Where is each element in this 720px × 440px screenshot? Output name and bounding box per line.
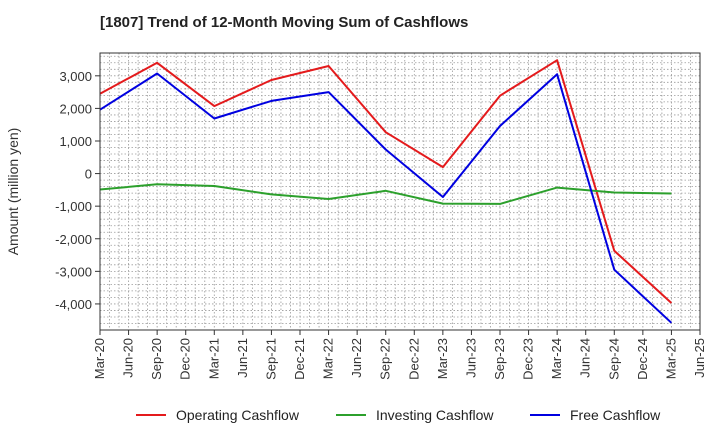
legend-item: Free Cashflow — [530, 404, 660, 426]
x-tick-label: Sep-22 — [378, 338, 393, 380]
series-line-investing-cashflow — [99, 183, 672, 205]
chart-title: [1807] Trend of 12-Month Moving Sum of C… — [100, 14, 469, 31]
x-tick-label: Sep-24 — [606, 338, 621, 380]
x-tick-label: Dec-22 — [406, 338, 421, 380]
x-tick-label: Mar-24 — [549, 338, 564, 379]
x-tick-label: Mar-25 — [663, 338, 678, 379]
legend-swatch — [530, 414, 560, 416]
legend-label: Investing Cashflow — [376, 407, 494, 423]
x-tick-label: Sep-21 — [263, 338, 278, 380]
y-axis-label: Amount (million yen) — [5, 128, 21, 256]
legend-label: Free Cashflow — [570, 407, 661, 423]
legend-item: Investing Cashflow — [336, 404, 494, 426]
legend-swatch — [136, 414, 166, 416]
x-tick-label: Mar-23 — [435, 338, 450, 379]
x-tick-label: Mar-21 — [206, 338, 221, 379]
x-tick-label: Sep-23 — [492, 338, 507, 380]
y-tick-label: -1,000 — [55, 199, 92, 214]
x-tick-label: Jun-25 — [692, 338, 707, 378]
y-tick-label: -4,000 — [55, 297, 92, 312]
x-tick-label: Sep-20 — [149, 338, 164, 380]
y-tick-label: 1,000 — [59, 134, 92, 149]
y-tick-label: -2,000 — [55, 232, 92, 247]
y-tick-label: 0 — [85, 167, 92, 182]
x-tick-label: Jun-22 — [349, 338, 364, 378]
x-axis-ticks: Mar-20 Jun-20 Sep-20 Dec-20 Mar-21 Jun-21 Sep-… — [92, 330, 707, 380]
legend: Operating Cashflow Investing Cashflow Free… — [0, 404, 720, 426]
y-tick-label: 3,000 — [59, 69, 92, 84]
x-tick-label: Dec-23 — [521, 338, 536, 380]
x-tick-label: Jun-24 — [578, 338, 593, 378]
x-tick-label: Jun-21 — [235, 338, 250, 378]
plot-frame — [99, 52, 701, 331]
x-tick-label: Dec-24 — [635, 338, 650, 380]
legend-item: Operating Cashflow — [136, 404, 299, 426]
y-tick-label: 2,000 — [59, 101, 92, 116]
x-tick-label: Dec-21 — [292, 338, 307, 380]
series-line-operating-cashflow — [99, 59, 673, 304]
legend-label: Operating Cashflow — [176, 407, 299, 423]
y-tick-label: -3,000 — [55, 264, 92, 279]
x-tick-label: Mar-20 — [92, 338, 107, 379]
series-line-free-cashflow — [99, 72, 673, 324]
x-tick-label: Jun-23 — [463, 338, 478, 378]
x-tick-label: Dec-20 — [178, 338, 193, 380]
legend-swatch — [336, 414, 366, 416]
y-axis-ticks: 3,000 2,000 1,000 0 -1,000 -2,000 -3,000 -4,000 — [55, 69, 100, 312]
x-tick-label: Jun-20 — [121, 338, 136, 378]
x-tick-label: Mar-22 — [321, 338, 336, 379]
series-lines — [99, 59, 673, 324]
